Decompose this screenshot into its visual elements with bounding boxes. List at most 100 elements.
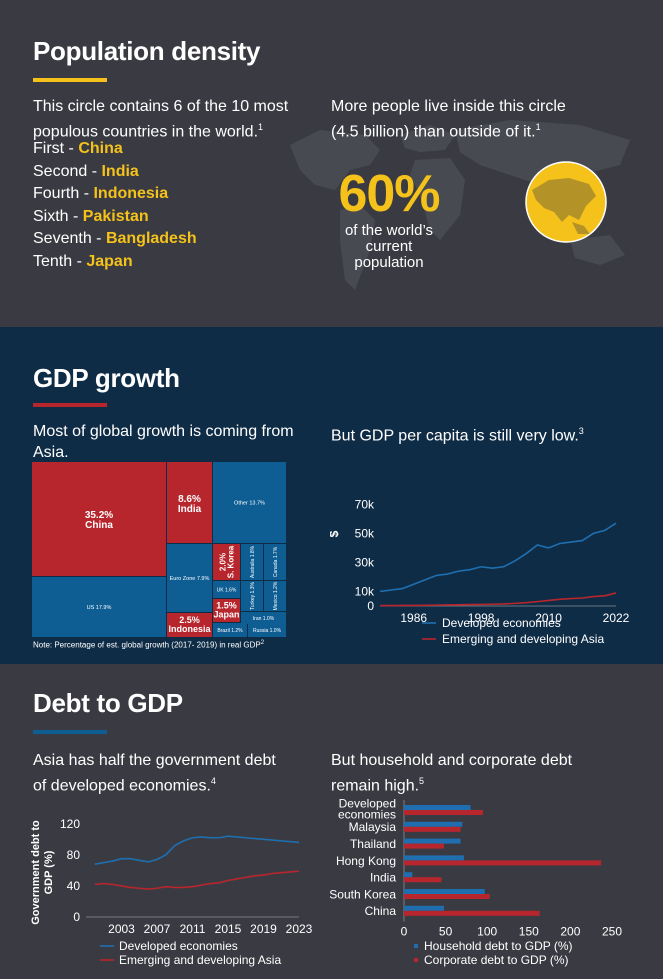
treemap-label-uk: UK 1.6% — [217, 588, 237, 594]
x-tick-label: 100 — [477, 925, 497, 939]
rank-item: Tenth - Japan — [33, 251, 197, 274]
treemap-label-australia: Australia 1.8% — [250, 545, 256, 578]
y-tick-label: 120 — [60, 817, 80, 831]
asia-circle-icon — [525, 161, 607, 243]
rank-label: Sixth - — [33, 207, 83, 225]
legend-label: Household debt to GDP (%) — [424, 939, 573, 953]
rank-label: Fourth - — [33, 185, 94, 203]
rank-list: First - China Second - India Fourth - In… — [33, 138, 197, 274]
page-title: Population density — [33, 36, 261, 66]
x-tick-label: 250 — [602, 925, 622, 939]
treemap-label-russia: Russia 1.0% — [253, 628, 282, 634]
treemap-cell-canada — [264, 544, 286, 580]
treemap-label-canada: Canada 1.7% — [273, 546, 279, 577]
legend-label: Corporate debt to GDP (%) — [424, 953, 569, 967]
government-debt-chart: Government debt toGDP (%) 0 40 80 120 2003 200… — [30, 817, 313, 967]
treemap-cell-iran — [241, 612, 286, 624]
debt-right-line-2: remain high.5 — [331, 771, 572, 796]
treemap-name-china: China — [85, 520, 113, 531]
treemap-label-s-korea: 2.0%S. Korea — [219, 545, 236, 578]
pct-caption-1: of the world’s — [344, 222, 434, 239]
debt-right-line-1: But household and corporate debt — [331, 752, 573, 769]
y-axis-label: $ — [330, 530, 341, 537]
treemap-pct-s-korea: 2.0% — [219, 553, 228, 571]
gdp-left-text: Most of global growth is coming from Asi… — [33, 423, 294, 461]
treemap-cell-japan — [213, 599, 240, 622]
big-percentage: 60% — [338, 165, 440, 223]
treemap-note: Note: Percentage of est. global growth (… — [33, 640, 264, 650]
series-line-emerging — [380, 592, 617, 607]
treemap-cell-euro-zone — [167, 544, 212, 612]
treemap-cell-russia — [248, 623, 286, 637]
treemap-label-iran: Iran 1.0% — [253, 616, 275, 622]
world-map-background — [290, 120, 630, 290]
debt-left-line-2-text: of developed economies. — [33, 777, 211, 795]
debt-right-line-2-text: remain high. — [331, 777, 420, 795]
gdp-right-text-body: But GDP per capita is still very low. — [331, 427, 579, 445]
legend-label: Emerging and developing Asia — [119, 953, 281, 967]
debt-title-underline — [33, 730, 107, 734]
treemap-label-us: US 17.9% — [87, 605, 112, 611]
bar-household — [404, 855, 464, 861]
treemap-pct-india: 8.6% — [178, 494, 201, 505]
bar-household — [404, 821, 463, 827]
treemap-label-euro-zone: Euro Zone 7.9% — [170, 576, 210, 582]
gdp-title: GDP growth — [33, 363, 180, 393]
y-axis-label: Government debt toGDP (%) — [30, 820, 55, 925]
population-right-text-body: More people live inside this circle (4.5… — [331, 98, 566, 141]
x-tick-label: 150 — [519, 925, 539, 939]
treemap-name-indonesia: Indonesia — [168, 624, 211, 634]
treemap-note-text: Note: Percentage of est. global growth (… — [33, 640, 261, 650]
rank-item: First - China — [33, 138, 197, 161]
legend-label: Emerging and developing Asia — [442, 632, 604, 646]
treemap-cell-india — [167, 462, 212, 543]
treemap-label-brazil: Brazil 1.2% — [217, 628, 243, 634]
treemap-cell-australia — [241, 544, 263, 580]
growth-treemap: 35.2%China US 17.9% 8.6%India Other 13.7% Eu… — [32, 462, 286, 637]
debt-right-text: But household and corporate debt remain … — [331, 750, 572, 796]
y-tick-label: 50k — [355, 526, 375, 540]
title-underline — [33, 78, 107, 82]
y-tick-label: 30k — [355, 555, 375, 569]
rank-country: India — [101, 162, 139, 180]
treemap-cell-us — [32, 577, 166, 637]
treemap-pct-indonesia: 2.5% — [179, 615, 200, 625]
category-label: Developed — [339, 796, 396, 810]
treemap-cell-turkey — [241, 581, 263, 611]
treemap-cell-mexico — [264, 581, 286, 611]
debt-title: Debt to GDP — [33, 688, 183, 718]
x-tick-label: 2022 — [603, 611, 630, 625]
x-tick-label: 200 — [560, 925, 580, 939]
rank-label: Second - — [33, 162, 102, 180]
rank-label: Seventh - — [33, 230, 106, 248]
treemap-cell-china — [32, 462, 166, 576]
x-tick-label: 2019 — [250, 922, 277, 936]
y-axis-label-line-2: GDP (%) — [43, 850, 55, 894]
rank-item: Fourth - Indonesia — [33, 183, 197, 206]
x-tick-label: 0 — [401, 925, 408, 939]
x-tick-label: 1986 — [400, 611, 427, 625]
x-tick-label: 2015 — [215, 922, 242, 936]
footnote-marker: 4 — [210, 776, 216, 786]
y-axis-label-line-1: Government debt to — [30, 820, 42, 925]
y-tick-label: 0 — [367, 599, 374, 613]
rank-item: Seventh - Bangladesh — [33, 228, 197, 251]
x-tick-label: 2010 — [535, 611, 562, 625]
population-intro-text: This circle contains 6 of the 10 most po… — [33, 98, 289, 141]
footnote-marker: 1 — [535, 122, 541, 132]
population-intro: This circle contains 6 of the 10 most po… — [33, 96, 303, 142]
category-label: Malaysia — [349, 820, 397, 834]
bar-corporate — [404, 860, 602, 866]
treemap-cell-other — [213, 462, 286, 543]
debt-left-line-2: of developed economies.4 — [33, 771, 276, 796]
x-tick-label: 2007 — [144, 922, 171, 936]
bar-household — [404, 805, 471, 810]
bar-corporate — [404, 826, 461, 832]
rank-country: Japan — [86, 252, 133, 270]
treemap-name-japan: Japan — [213, 610, 239, 620]
bar-corporate — [404, 877, 442, 883]
x-tick-label: 2023 — [286, 922, 313, 936]
gdp-section: GDP growth Most of global growth is comi… — [0, 327, 663, 664]
rank-country: Indonesia — [93, 185, 169, 203]
pct-caption-3: population — [354, 254, 424, 271]
